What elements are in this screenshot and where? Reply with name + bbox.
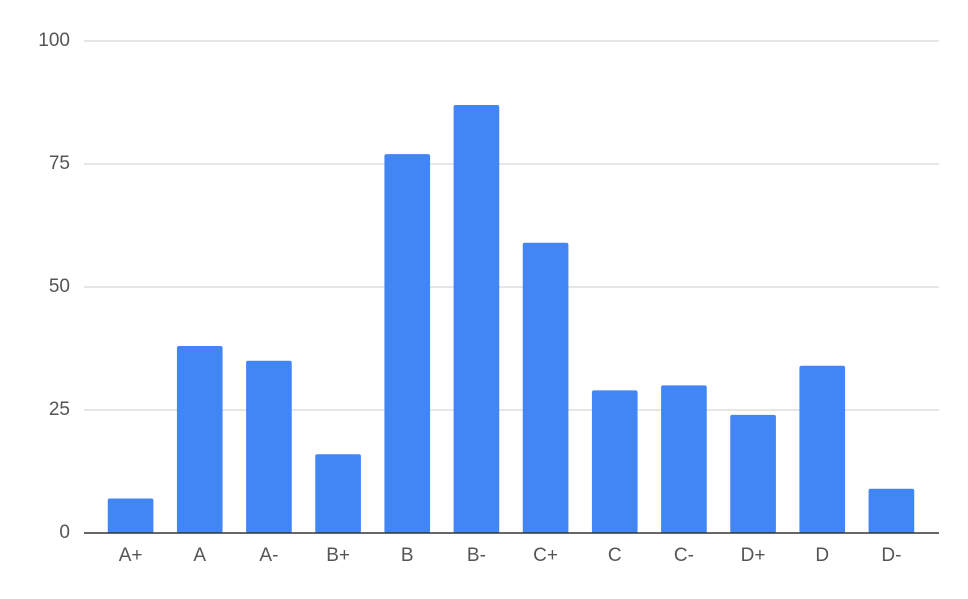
y-tick-label: 0 <box>59 522 70 543</box>
x-tick-label: C <box>608 545 622 566</box>
bar <box>246 360 292 533</box>
y-tick-label: 75 <box>49 153 70 174</box>
x-tick-label: C+ <box>533 545 558 566</box>
x-tick-label: B- <box>467 545 486 566</box>
bar <box>730 414 776 533</box>
bar <box>868 488 915 533</box>
x-tick-label: D+ <box>741 545 766 566</box>
x-tick-label: A <box>193 545 206 566</box>
x-tick-label: C- <box>674 545 694 566</box>
x-tick-label: B+ <box>326 545 350 566</box>
x-tick-label: A+ <box>119 545 143 566</box>
y-tick-label: 100 <box>38 30 70 51</box>
bar <box>384 154 431 533</box>
bar <box>453 104 500 534</box>
bar <box>315 454 361 533</box>
x-tick-label: A- <box>259 545 278 566</box>
x-tick-label: B <box>401 545 414 566</box>
y-tick-label: 50 <box>49 276 70 297</box>
bar <box>107 498 154 533</box>
x-tick-label: D- <box>881 545 901 566</box>
bar <box>176 346 223 533</box>
bar <box>799 365 846 533</box>
x-tick-label: D <box>815 545 829 566</box>
bar <box>522 242 569 533</box>
bar <box>661 385 707 533</box>
y-tick-label: 25 <box>49 399 70 420</box>
bar <box>591 390 638 533</box>
